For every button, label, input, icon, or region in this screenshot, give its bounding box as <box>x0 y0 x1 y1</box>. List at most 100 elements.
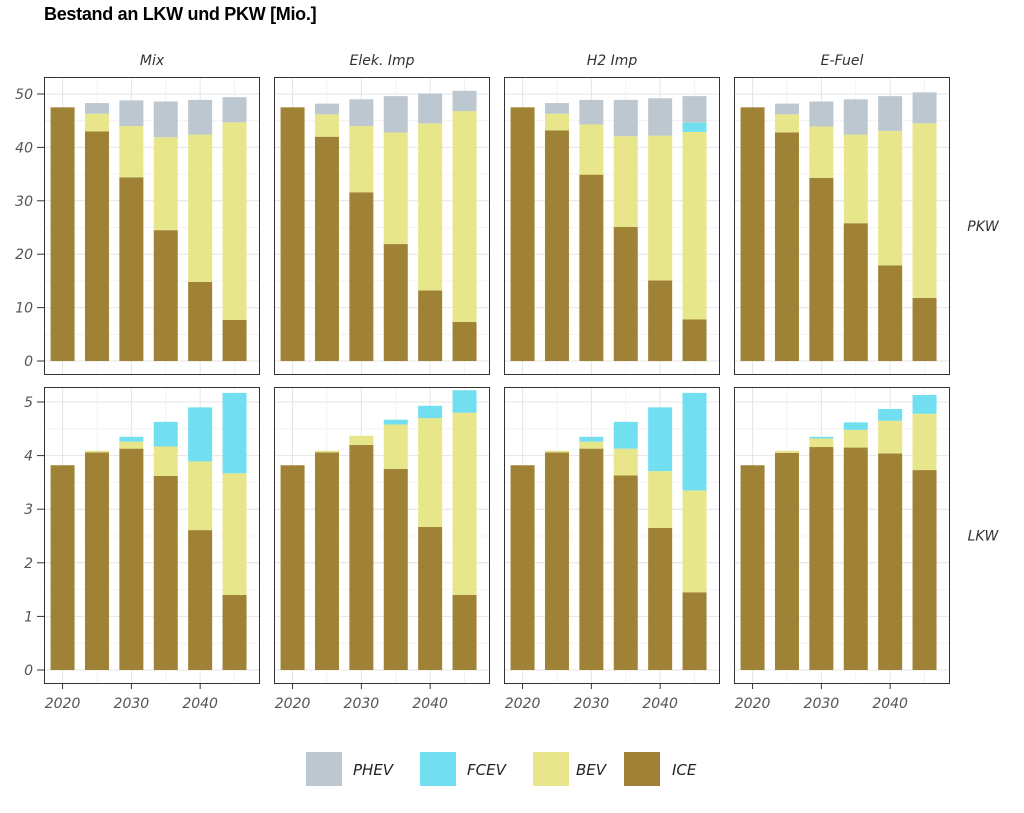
facet-row-label-pkw: PKW <box>967 219 1000 235</box>
facet-row-label-lkw: LKW <box>968 529 1000 545</box>
facet-title-elek-imp: Elek. Imp <box>349 53 414 69</box>
x-tick-label-h2-imp-2020: 2020 <box>505 696 541 712</box>
panel-border <box>44 387 260 684</box>
panel-border <box>734 387 950 684</box>
bar-pkw-e-fuel-2045-bev <box>912 123 937 298</box>
bar-lkw-mix-2035-fcev <box>153 421 178 447</box>
bar-lkw-mix-2040-bev <box>188 461 213 531</box>
bar-pkw-h2-imp-2040-bev <box>648 135 673 281</box>
facet-title-h2-imp: H2 Imp <box>587 53 638 69</box>
bar-pkw-h2-imp-2030-ice <box>579 174 604 361</box>
y-tick-label-lkw-4: 4 <box>24 449 33 465</box>
y-tick-label-lkw-0: 0 <box>24 663 33 679</box>
bar-lkw-h2-imp-2020-ice <box>510 465 535 670</box>
bar-lkw-h2-imp-2045-ice <box>682 592 707 670</box>
bar-pkw-mix-2040-bev <box>188 134 213 282</box>
bar-lkw-e-fuel-2025-ice <box>774 452 799 670</box>
y-tick-label-pkw-10: 10 <box>15 301 33 317</box>
bar-pkw-mix-2040-phev <box>188 99 213 135</box>
bar-lkw-mix-2045-bev <box>222 473 247 595</box>
bar-lkw-mix-2035-ice <box>153 475 178 670</box>
bar-pkw-h2-imp-2045-ice <box>682 319 707 361</box>
legend-swatch-bev <box>533 752 569 786</box>
bar-lkw-h2-imp-2030-ice <box>579 448 604 670</box>
bar-lkw-h2-imp-2035-bev <box>613 448 638 476</box>
bar-pkw-mix-2040-ice <box>188 281 213 361</box>
bar-lkw-h2-imp-2040-bev <box>648 471 673 528</box>
bar-pkw-e-fuel-2035-phev <box>843 99 868 135</box>
bar-lkw-mix-2040-fcev <box>188 407 213 462</box>
x-tick-label-elek-imp-2020: 2020 <box>275 696 311 712</box>
bar-pkw-elek-imp-2045-bev <box>452 111 477 323</box>
bar-pkw-elek-imp-2020-ice <box>280 107 305 361</box>
bar-lkw-h2-imp-2035-ice <box>613 475 638 670</box>
bar-lkw-elek-imp-2025-ice <box>314 452 339 670</box>
bar-pkw-elek-imp-2040-bev <box>418 123 443 291</box>
bar-lkw-mix-2030-bev <box>119 441 144 449</box>
bar-pkw-elek-imp-2035-phev <box>383 96 408 133</box>
bar-pkw-mix-2025-bev <box>84 113 109 132</box>
bar-pkw-e-fuel-2025-phev <box>774 103 799 115</box>
bar-lkw-e-fuel-2025-bev <box>774 450 799 453</box>
bar-pkw-mix-2020-ice <box>50 107 75 361</box>
x-tick-label-mix-2040: 2040 <box>182 696 218 712</box>
bar-pkw-elek-imp-2035-bev <box>383 132 408 245</box>
bar-pkw-h2-imp-2020-ice <box>510 107 535 361</box>
bar-pkw-mix-2030-bev <box>119 126 144 178</box>
bar-lkw-elek-imp-2040-bev <box>418 418 443 527</box>
bar-lkw-mix-2035-bev <box>153 446 178 476</box>
bar-pkw-e-fuel-2040-ice <box>878 265 903 361</box>
bar-lkw-e-fuel-2035-ice <box>843 447 868 670</box>
bar-lkw-h2-imp-2025-bev <box>544 450 569 453</box>
bar-lkw-e-fuel-2045-ice <box>912 470 937 670</box>
bar-lkw-e-fuel-2045-bev <box>912 413 937 471</box>
bar-pkw-h2-imp-2035-phev <box>613 99 638 137</box>
legend-label-phev: PHEV <box>353 761 395 779</box>
bar-lkw-elek-imp-2025-bev <box>314 450 339 453</box>
x-tick-label-h2-imp-2040: 2040 <box>642 696 678 712</box>
legend-swatch-phev <box>306 752 342 786</box>
bar-pkw-h2-imp-2045-bev <box>682 131 707 320</box>
y-tick-label-pkw-40: 40 <box>15 140 33 156</box>
bar-pkw-mix-2030-phev <box>119 100 144 127</box>
bar-pkw-h2-imp-2045-phev <box>682 96 707 123</box>
bar-lkw-h2-imp-2040-ice <box>648 527 673 670</box>
x-tick-label-elek-imp-2030: 2030 <box>344 696 380 712</box>
bar-lkw-elek-imp-2040-fcev <box>418 405 443 419</box>
legend-swatch-fcev <box>420 752 456 786</box>
x-tick-label-mix-2030: 2030 <box>114 696 150 712</box>
panel-border <box>504 387 720 684</box>
bar-pkw-mix-2025-phev <box>84 103 109 114</box>
y-tick-label-pkw-0: 0 <box>24 354 33 370</box>
bar-lkw-e-fuel-2040-fcev <box>878 408 903 421</box>
bar-pkw-e-fuel-2025-ice <box>774 132 799 361</box>
legend-label-bev: BEV <box>576 761 608 779</box>
bar-lkw-mix-2025-bev <box>84 450 109 453</box>
bar-lkw-mix-2045-fcev <box>222 392 247 474</box>
bar-pkw-h2-imp-2040-phev <box>648 98 673 136</box>
bar-lkw-elek-imp-2035-fcev <box>383 419 408 425</box>
y-tick-label-lkw-2: 2 <box>24 556 33 572</box>
bar-pkw-elek-imp-2045-phev <box>452 90 477 112</box>
bar-lkw-elek-imp-2030-bev <box>349 435 374 445</box>
bar-lkw-e-fuel-2040-bev <box>878 420 903 454</box>
bar-pkw-mix-2045-phev <box>222 97 247 123</box>
bar-pkw-elek-imp-2025-ice <box>314 136 339 361</box>
bar-lkw-elek-imp-2035-bev <box>383 424 408 469</box>
bar-pkw-mix-2045-ice <box>222 319 247 361</box>
bar-pkw-e-fuel-2030-bev <box>809 126 834 178</box>
bar-lkw-h2-imp-2030-bev <box>579 441 604 449</box>
bar-pkw-elek-imp-2025-bev <box>314 114 339 137</box>
x-tick-label-e-fuel-2020: 2020 <box>735 696 771 712</box>
bar-pkw-e-fuel-2045-phev <box>912 92 937 124</box>
bar-lkw-h2-imp-2030-fcev <box>579 436 604 442</box>
bar-pkw-h2-imp-2040-ice <box>648 280 673 361</box>
bar-pkw-e-fuel-2030-phev <box>809 101 834 127</box>
bar-lkw-h2-imp-2025-ice <box>544 452 569 670</box>
bar-lkw-h2-imp-2045-bev <box>682 490 707 593</box>
bar-lkw-e-fuel-2030-bev <box>809 438 834 448</box>
panel-border <box>504 77 720 375</box>
y-tick-label-lkw-1: 1 <box>24 609 33 625</box>
bar-lkw-mix-2030-ice <box>119 448 144 670</box>
